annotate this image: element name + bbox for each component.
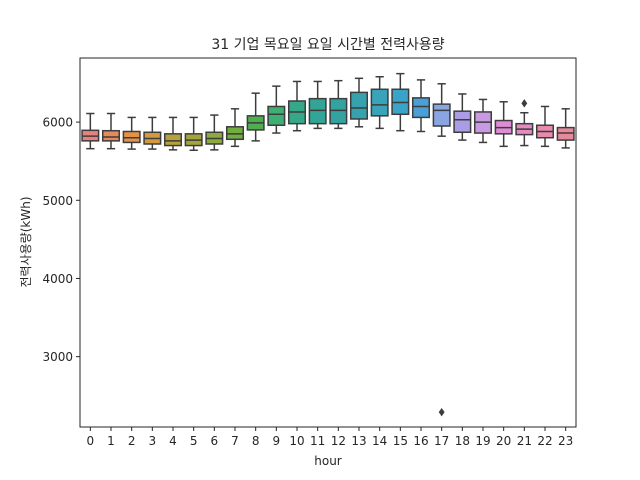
iqr-box (308, 97, 327, 125)
x-tick-label: 14 (372, 434, 387, 448)
box-hour-4 (163, 116, 183, 151)
box-hour-21 (515, 99, 534, 147)
iqr-box (411, 97, 431, 119)
y-tick-label: 3000 (42, 350, 73, 364)
x-tick-label: 6 (211, 434, 219, 448)
x-tick-label: 8 (252, 434, 260, 448)
x-tick-label: 15 (393, 434, 408, 448)
box-hour-15 (391, 72, 410, 132)
iqr-box (122, 130, 141, 144)
x-tick-label: 1 (107, 434, 115, 448)
iqr-box (370, 88, 389, 117)
x-tick-label: 22 (537, 434, 552, 448)
box-hour-1 (101, 112, 121, 150)
x-axis-title: hour (314, 454, 342, 468)
box-hour-22 (535, 105, 555, 148)
plot-area (81, 72, 575, 417)
x-axis: 0 1 2 3 4 5 6 7 8 9 10 11 12 13 14 15 16 17 18 19 20 21 22 23 (87, 427, 573, 448)
box-hour-3 (143, 116, 162, 150)
y-axis-title: 전력사용량(kWh) (19, 197, 33, 288)
box-hour-10 (287, 80, 307, 132)
x-tick-label: 5 (190, 434, 198, 448)
x-tick-label: 20 (496, 434, 511, 448)
box-hour-5 (184, 116, 203, 151)
x-tick-label: 10 (289, 434, 304, 448)
y-tick-label: 6000 (42, 116, 73, 130)
iqr-box (163, 133, 183, 147)
box-hour-18 (453, 93, 472, 141)
box-hour-11 (308, 80, 327, 130)
box-hour-9 (267, 85, 286, 134)
x-tick-label: 12 (331, 434, 346, 448)
iqr-box (432, 103, 451, 127)
x-tick-label: 11 (310, 434, 325, 448)
box-hour-12 (329, 79, 348, 130)
box-hour-7 (225, 108, 245, 148)
iqr-box (101, 129, 121, 142)
iqr-box (391, 88, 410, 116)
x-tick-label: 16 (413, 434, 428, 448)
box-hour-16 (411, 79, 431, 133)
box-hour-6 (205, 114, 224, 151)
iqr-box (225, 126, 245, 141)
x-tick-label: 13 (351, 434, 366, 448)
x-tick-label: 18 (455, 434, 470, 448)
x-tick-label: 17 (434, 434, 449, 448)
box-hour-8 (246, 92, 265, 142)
x-tick-label: 2 (128, 434, 136, 448)
x-tick-label: 3 (149, 434, 157, 448)
iqr-box (556, 126, 575, 141)
box-hour-19 (473, 98, 493, 144)
box-hour-13 (349, 77, 369, 128)
x-tick-label: 23 (558, 434, 573, 448)
plot-frame (79, 57, 577, 428)
box-hour-23 (556, 108, 575, 149)
box-hour-2 (122, 116, 141, 150)
x-tick-label: 4 (169, 434, 177, 448)
x-tick-label: 0 (87, 434, 95, 448)
x-tick-label: 9 (273, 434, 281, 448)
x-tick-label: 19 (475, 434, 490, 448)
box-hour-0 (81, 112, 100, 150)
y-axis: 3000 4000 5000 6000 (42, 116, 80, 364)
y-tick-label: 5000 (42, 194, 73, 208)
outlier-point (521, 99, 528, 108)
y-tick-label: 4000 (42, 272, 73, 286)
box-hour-17 (432, 83, 451, 417)
iqr-box (453, 110, 472, 134)
iqr-box (267, 105, 286, 126)
iqr-box (349, 91, 369, 120)
iqr-box (329, 97, 348, 125)
box-hour-20 (494, 101, 513, 148)
box-hour-14 (370, 76, 389, 130)
x-tick-label: 21 (517, 434, 532, 448)
chart-title: 31 기업 목요일 요일 시간별 전력사용량 (211, 37, 444, 53)
x-tick-label: 7 (231, 434, 239, 448)
outlier-point (438, 407, 445, 417)
